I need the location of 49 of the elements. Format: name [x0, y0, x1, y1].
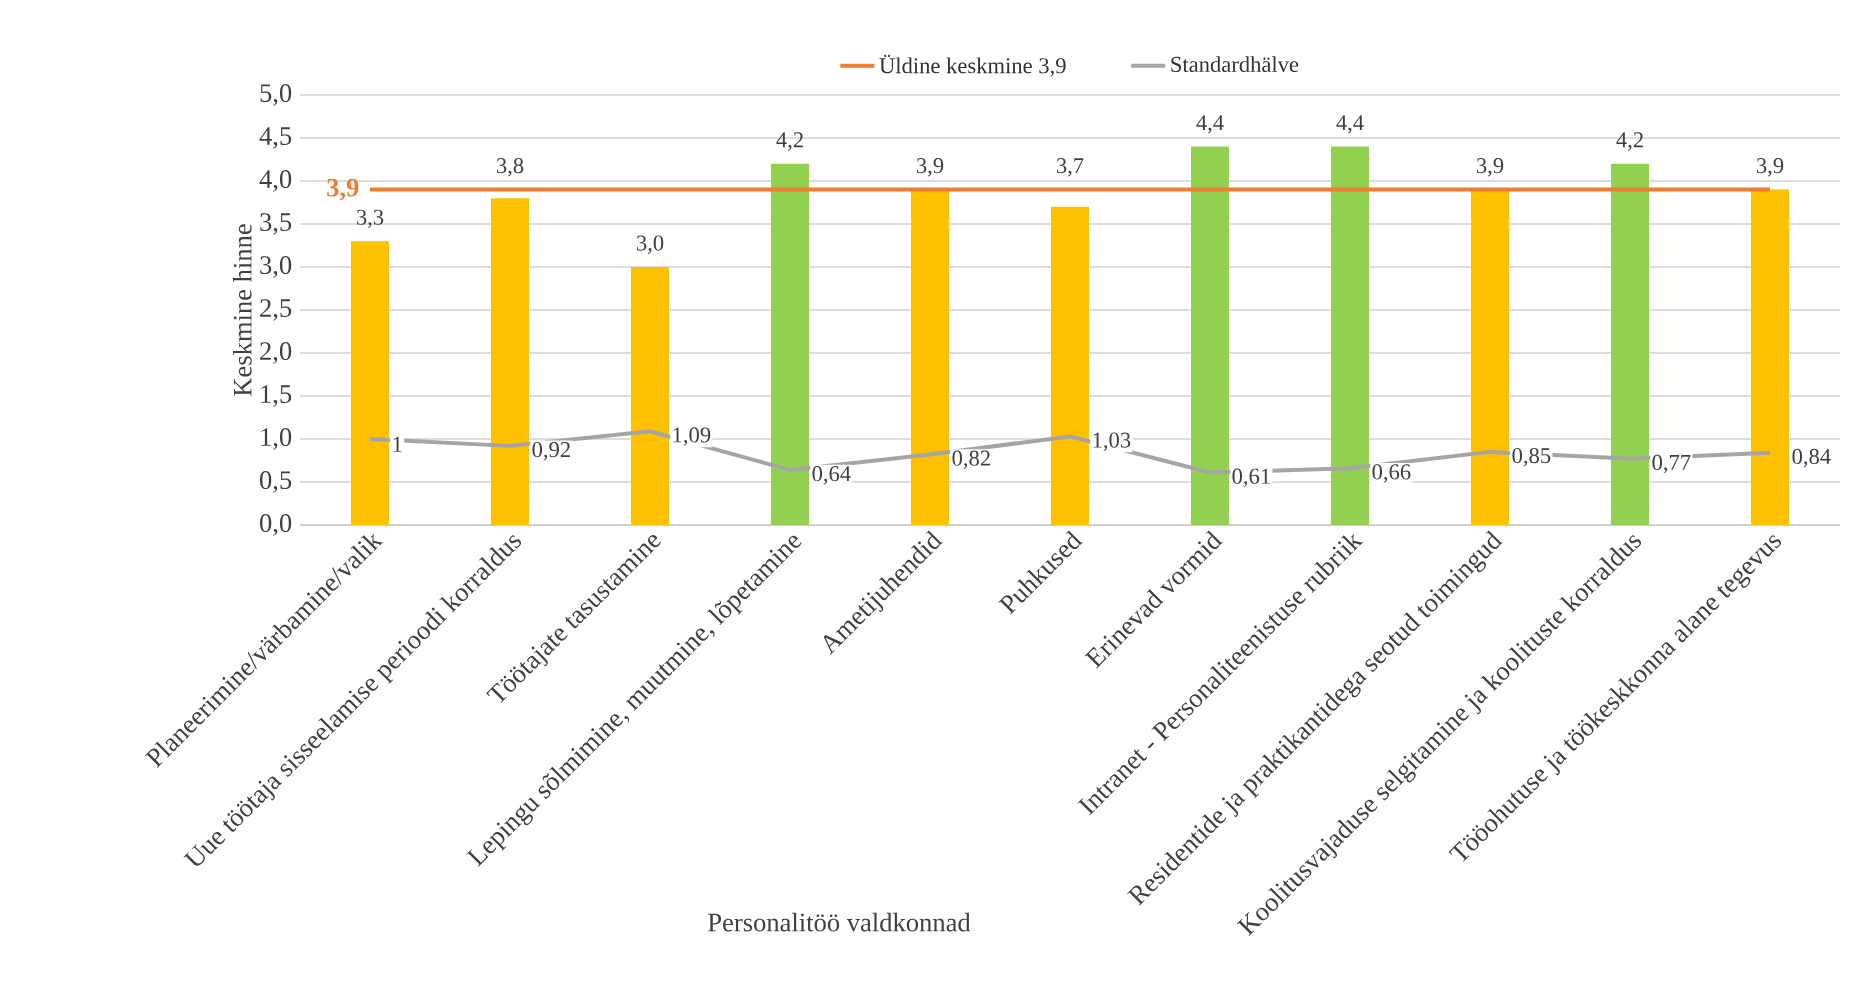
data-label: 4,2 — [776, 132, 803, 151]
annotation: 3,9 — [327, 178, 359, 201]
bar — [491, 198, 530, 525]
data-label: 1 — [393, 436, 402, 452]
data-label: 0,77 — [1652, 454, 1691, 474]
data-label: 1,09 — [673, 427, 711, 446]
bar — [351, 241, 390, 525]
data-label: 0,64 — [812, 466, 851, 485]
data-label: 0,85 — [1512, 447, 1551, 467]
y-tick-label: 4,5 — [259, 127, 292, 149]
data-label: 0,92 — [532, 441, 570, 461]
data-label: 4,4 — [1196, 115, 1224, 134]
y-tick-label: 2,0 — [260, 342, 292, 364]
data-label: 3,9 — [916, 158, 944, 177]
bar — [771, 163, 810, 525]
bar — [911, 189, 950, 525]
bar — [1751, 189, 1790, 525]
data-label: 1,03 — [1093, 432, 1131, 451]
y-tick-label: 2,5 — [260, 299, 292, 321]
bar — [1611, 163, 1650, 525]
y-tick-label: 0,5 — [260, 471, 292, 493]
data-label: 3,7 — [1056, 158, 1084, 177]
bar — [631, 266, 670, 525]
y-tick-label: 3,0 — [260, 256, 292, 278]
legend-label: Üldine keskmine 3,9 — [879, 54, 1066, 77]
data-label: 4,4 — [1336, 115, 1364, 134]
data-label: 3,3 — [356, 209, 384, 229]
data-label: 3,9 — [1476, 158, 1504, 177]
data-label: 3,8 — [496, 158, 524, 177]
data-label: 3,0 — [636, 235, 664, 254]
x-axis-title: Personalitöö valdkonnad — [708, 912, 971, 932]
bar — [1051, 206, 1090, 525]
y-tick-label: 1,0 — [261, 428, 292, 450]
bar — [1331, 146, 1370, 525]
legend-label: Standardhälve — [1171, 56, 1299, 73]
data-label: 4,2 — [1616, 132, 1643, 151]
y-tick-label: 4,0 — [259, 170, 292, 192]
y-tick-label: 0,0 — [260, 514, 292, 536]
bar — [1471, 189, 1510, 525]
y-axis-title: Keskmine hinne — [232, 224, 252, 396]
data-label: 0,82 — [952, 450, 990, 470]
y-tick-label: 1,5 — [261, 385, 292, 407]
y-tick-label: 5,0 — [260, 84, 292, 106]
data-label: 0,84 — [1792, 448, 1831, 468]
data-label: 0,66 — [1372, 464, 1411, 483]
data-label: 0,61 — [1232, 468, 1270, 488]
y-tick-label: 3,5 — [260, 213, 292, 235]
data-label: 3,9 — [1756, 158, 1784, 177]
bar — [1191, 146, 1230, 525]
